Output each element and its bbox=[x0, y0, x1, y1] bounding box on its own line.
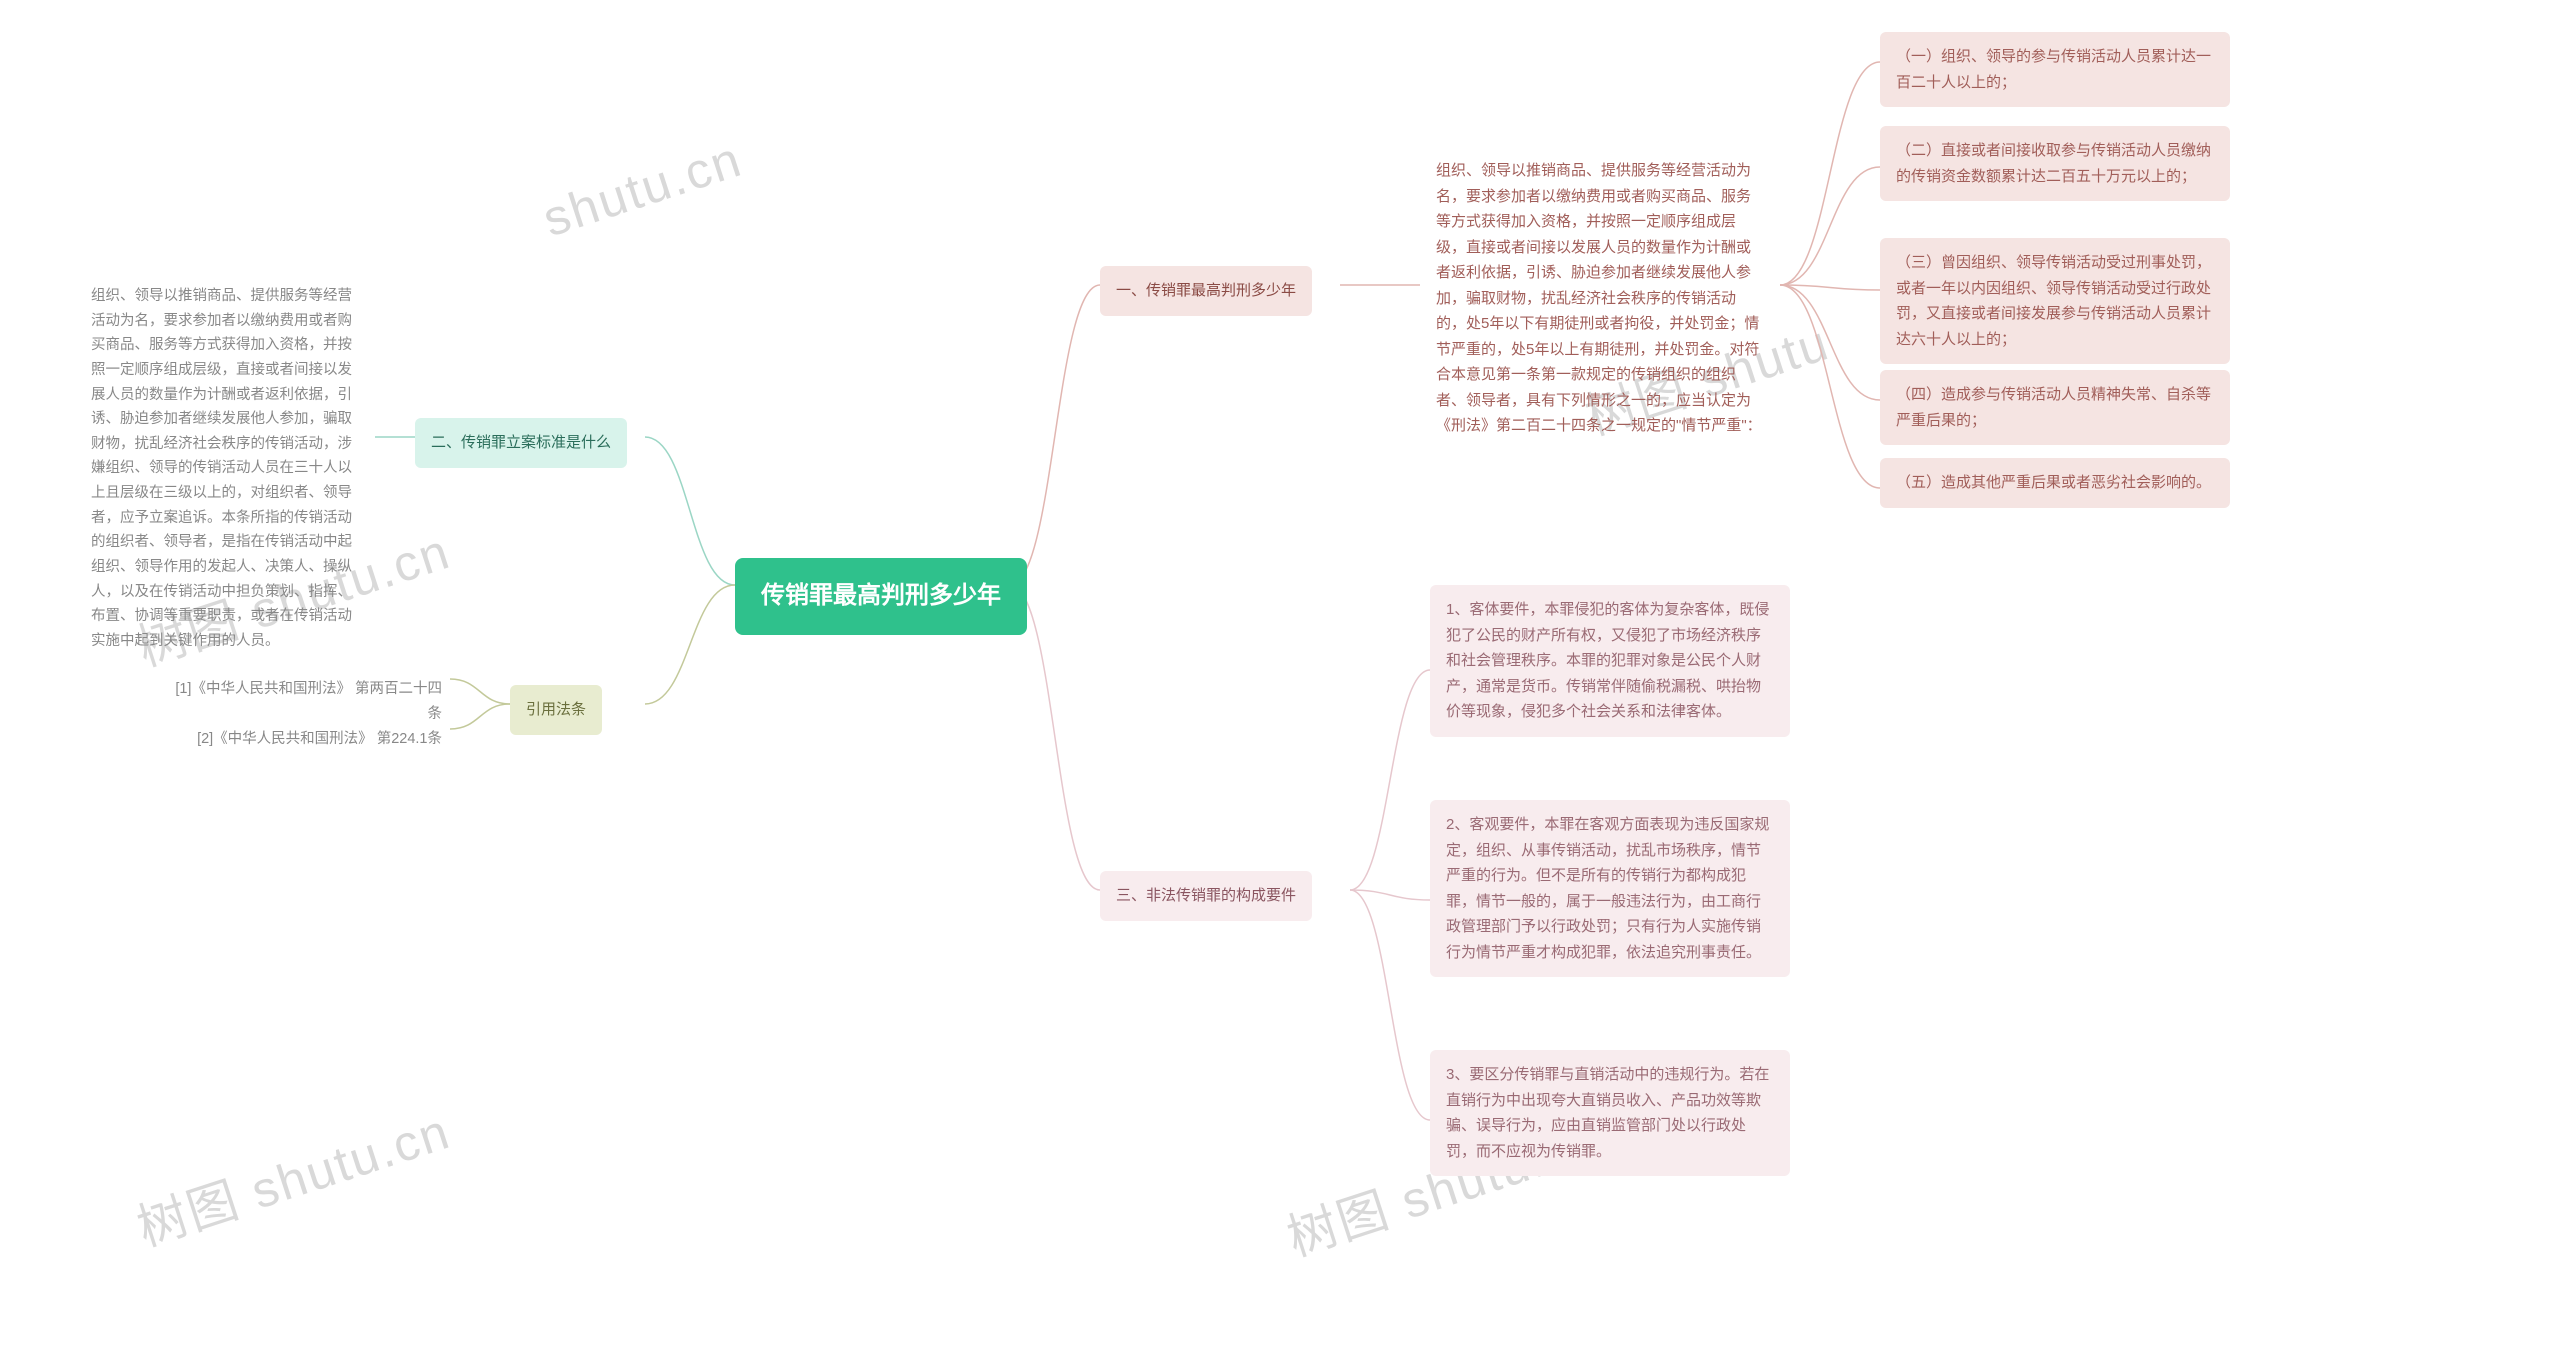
leaf-right-1-item-2: （三）曾因组织、领导传销活动受过刑事处罚，或者一年以内因组织、领导传销活动受过行… bbox=[1880, 238, 2230, 364]
branch-right-1[interactable]: 一、传销罪最高判刑多少年 bbox=[1100, 266, 1312, 316]
leaf-right-1-desc: 组织、领导以推销商品、提供服务等经营活动为名，要求参加者以缴纳费用或者购买商品、… bbox=[1420, 146, 1780, 451]
leaf-right-2-item-2: 3、要区分传销罪与直销活动中的违规行为。若在直销行为中出现夸大直销员收入、产品功… bbox=[1430, 1050, 1790, 1176]
root-node[interactable]: 传销罪最高判刑多少年 bbox=[735, 558, 1027, 635]
watermark: shutu.cn bbox=[536, 130, 749, 249]
leaf-right-1-item-3: （四）造成参与传销活动人员精神失常、自杀等严重后果的； bbox=[1880, 370, 2230, 445]
leaf-left-1-desc: 组织、领导以推销商品、提供服务等经营活动为名，要求参加者以缴纳费用或者购买商品、… bbox=[75, 272, 375, 666]
leaf-right-2-item-1: 2、客观要件，本罪在客观方面表现为违反国家规定，组织、从事传销活动，扰乱市场秩序… bbox=[1430, 800, 1790, 977]
branch-left-2[interactable]: 引用法条 bbox=[510, 685, 602, 735]
leaf-right-1-item-1: （二）直接或者间接收取参与传销活动人员缴纳的传销资金数额累计达二百五十万元以上的… bbox=[1880, 126, 2230, 201]
branch-left-1[interactable]: 二、传销罪立案标准是什么 bbox=[415, 418, 627, 468]
branch-right-2[interactable]: 三、非法传销罪的构成要件 bbox=[1100, 871, 1312, 921]
leaf-right-2-item-0: 1、客体要件，本罪侵犯的客体为复杂客体，既侵犯了公民的财产所有权，又侵犯了市场经… bbox=[1430, 585, 1790, 737]
leaf-left-2-item-1: [2]《中华人民共和国刑法》 第224.1条 bbox=[175, 715, 458, 764]
watermark: 树图 shutu.cn bbox=[127, 1092, 458, 1261]
leaf-right-1-item-0: （一）组织、领导的参与传销活动人员累计达一百二十人以上的； bbox=[1880, 32, 2230, 107]
leaf-right-1-item-4: （五）造成其他严重后果或者恶劣社会影响的。 bbox=[1880, 458, 2230, 508]
